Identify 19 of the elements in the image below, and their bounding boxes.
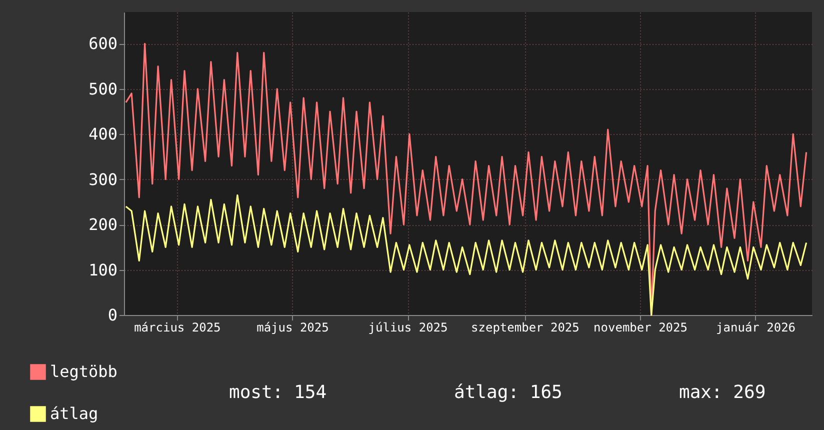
legend-label: legtöbb — [50, 362, 118, 381]
line-series — [125, 194, 808, 316]
x-tick-label: május 2025 — [256, 320, 329, 334]
text: most: 154 — [229, 382, 327, 403]
y-tick-label: 200 — [88, 215, 118, 234]
x-tick-label: január 2026 — [716, 320, 796, 334]
x-tick-label: november 2025 — [594, 320, 688, 334]
y-tick-label: 500 — [88, 79, 118, 98]
text: max: 269 — [679, 382, 766, 403]
y-tick-label: 300 — [88, 170, 118, 189]
y-tick-label: 0 — [108, 306, 118, 324]
x-tick-label: március 2025 — [134, 320, 221, 334]
x-tick-label: július 2025 — [368, 320, 448, 334]
text: átlag: 165 — [454, 382, 562, 403]
legend-label: átlag — [50, 404, 98, 423]
y-tick-label: 400 — [88, 124, 118, 144]
y-tick-label: 100 — [88, 260, 118, 280]
y-tick-label: 600 — [88, 34, 118, 54]
x-tick-label: szeptember 2025 — [471, 320, 580, 334]
